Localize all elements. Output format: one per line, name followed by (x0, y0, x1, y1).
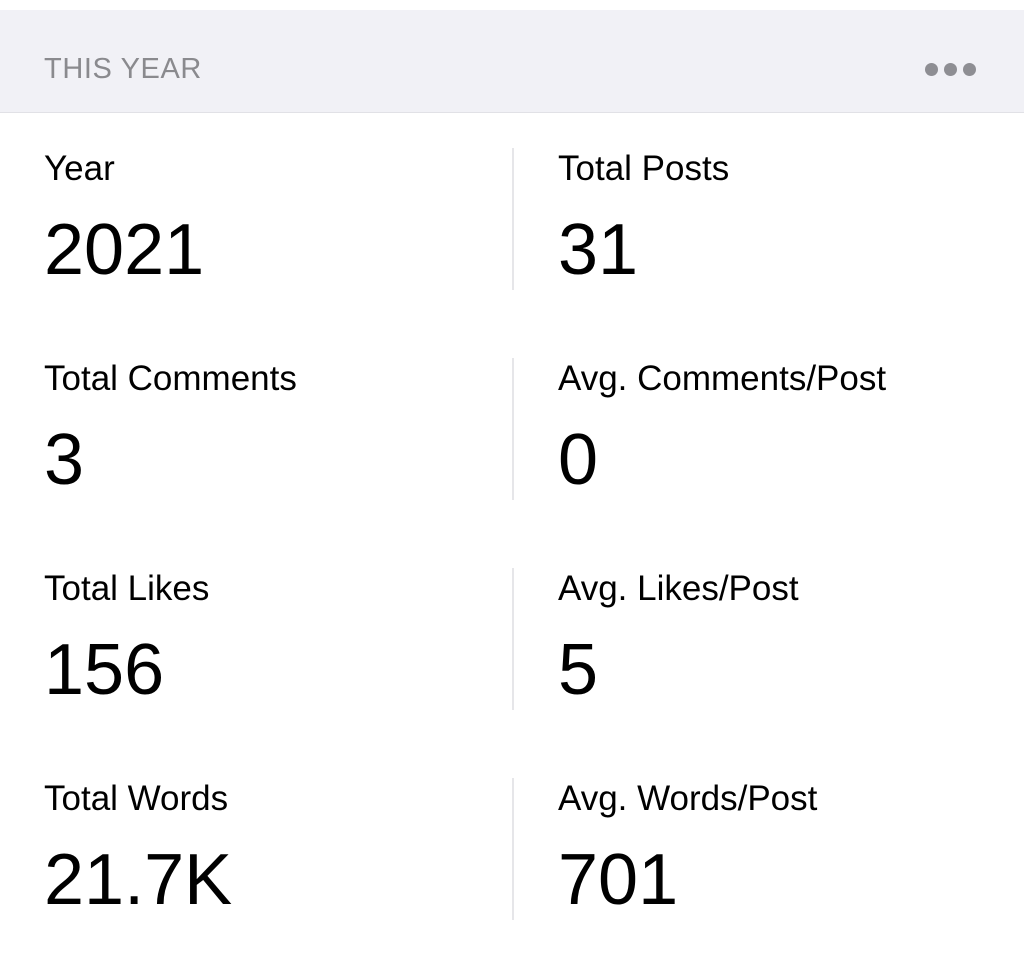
stat-cell-avg-comments-per-post: Avg. Comments/Post 0 (512, 358, 1024, 500)
stat-label: Avg. Likes/Post (558, 569, 799, 608)
stat-cell-year: Year 2021 (0, 148, 512, 290)
stat-label: Avg. Comments/Post (558, 359, 887, 398)
stat-row: Total Likes 156 Avg. Likes/Post 5 (0, 533, 1024, 743)
ellipsis-icon (925, 63, 976, 76)
stat-cell-avg-words-per-post: Avg. Words/Post 701 (512, 778, 1024, 920)
ellipsis-dot (925, 63, 938, 76)
section-header: THIS YEAR (0, 10, 1024, 113)
stat-cell-avg-likes-per-post: Avg. Likes/Post 5 (512, 568, 1024, 710)
ellipsis-dot (963, 63, 976, 76)
more-button[interactable] (925, 57, 976, 82)
stat-value: 0 (558, 420, 599, 500)
stats-grid: Year 2021 Total Posts 31 Total Comments … (0, 113, 1024, 953)
stat-value: 31 (558, 210, 639, 290)
stat-label: Avg. Words/Post (558, 779, 818, 818)
stat-cell-total-comments: Total Comments 3 (0, 358, 512, 500)
stat-value: 5 (558, 630, 599, 710)
stat-value: 2021 (44, 210, 205, 290)
section-title: THIS YEAR (44, 53, 202, 85)
stat-label: Total Comments (44, 359, 297, 398)
stat-row: Total Words 21.7K Avg. Words/Post 701 (0, 743, 1024, 953)
stat-value: 3 (44, 420, 85, 500)
stat-label: Total Posts (558, 149, 730, 188)
ellipsis-dot (944, 63, 957, 76)
stat-row: Year 2021 Total Posts 31 (0, 113, 1024, 323)
stat-value: 156 (44, 630, 165, 710)
stat-value: 21.7K (44, 840, 233, 920)
top-gap (0, 0, 1024, 10)
stat-label: Year (44, 149, 115, 188)
stat-label: Total Likes (44, 569, 210, 608)
stat-value: 701 (558, 840, 679, 920)
stat-cell-total-likes: Total Likes 156 (0, 568, 512, 710)
stat-cell-total-words: Total Words 21.7K (0, 778, 512, 920)
stat-label: Total Words (44, 779, 229, 818)
stat-row: Total Comments 3 Avg. Comments/Post 0 (0, 323, 1024, 533)
stat-cell-total-posts: Total Posts 31 (512, 148, 1024, 290)
